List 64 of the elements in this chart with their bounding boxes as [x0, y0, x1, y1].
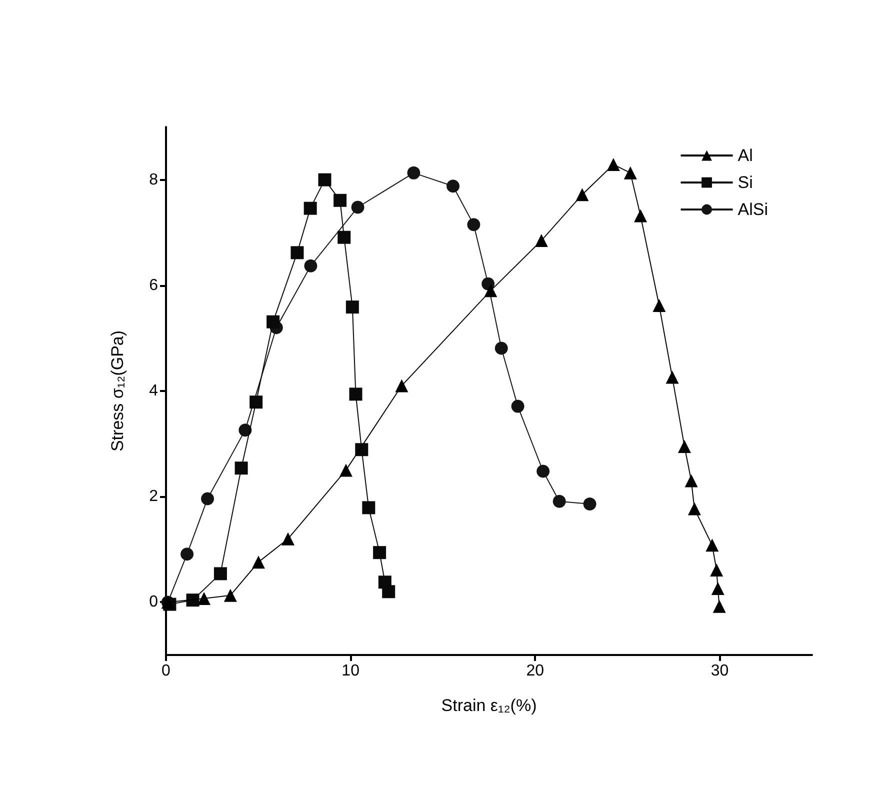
- point: [304, 202, 317, 215]
- x-tick-label: 30: [710, 662, 729, 680]
- point: [266, 315, 280, 328]
- legend-label: Al: [738, 146, 753, 165]
- point: [304, 259, 318, 272]
- point: [201, 492, 214, 506]
- point: [712, 600, 726, 613]
- point: [362, 501, 376, 514]
- point: [346, 300, 359, 314]
- legend-label: Si: [738, 173, 753, 192]
- point: [290, 246, 304, 260]
- point: [634, 209, 648, 222]
- point: [282, 532, 294, 546]
- point: [666, 370, 679, 384]
- point: [710, 563, 724, 576]
- point: [511, 400, 524, 413]
- x-tick-label: 20: [526, 662, 544, 680]
- point: [583, 497, 596, 510]
- point: [349, 388, 362, 401]
- point: [711, 582, 724, 595]
- x-tick-label: 10: [342, 662, 360, 680]
- point: [446, 180, 460, 193]
- point: [484, 284, 498, 298]
- point: [180, 548, 194, 561]
- point: [214, 567, 227, 580]
- y-tick-label: 4: [149, 382, 158, 400]
- point: [706, 538, 719, 552]
- point: [494, 342, 508, 355]
- point: [536, 464, 550, 478]
- x-axis-title: Strain ε₁₂(%): [441, 696, 537, 715]
- point: [252, 556, 265, 569]
- point: [373, 546, 386, 560]
- point: [624, 166, 637, 180]
- y-tick-label: 6: [149, 276, 158, 294]
- point: [338, 230, 351, 244]
- x-tick-label: 0: [162, 662, 171, 680]
- point: [684, 474, 698, 488]
- point: [334, 194, 347, 207]
- y-tick-label: 2: [149, 488, 158, 506]
- point: [238, 424, 252, 437]
- point: [250, 396, 263, 409]
- point: [186, 594, 200, 607]
- point: [198, 592, 211, 606]
- point: [234, 462, 248, 475]
- point: [407, 166, 420, 180]
- point: [652, 298, 666, 312]
- legend-label: AlSi: [738, 200, 768, 219]
- point: [351, 200, 364, 214]
- point: [534, 234, 548, 248]
- point: [224, 588, 237, 602]
- y-axis-title: Stress σ₁₂(GPa): [108, 330, 127, 452]
- point: [606, 158, 620, 171]
- point: [355, 443, 368, 456]
- point: [395, 379, 408, 392]
- point: [318, 173, 332, 186]
- point: [339, 464, 352, 477]
- y-tick-label: 0: [149, 594, 158, 611]
- point: [576, 188, 589, 202]
- point: [688, 502, 701, 516]
- point: [678, 440, 691, 453]
- y-tick-label: 8: [149, 171, 158, 188]
- point: [552, 494, 566, 508]
- point: [382, 585, 396, 598]
- point: [467, 218, 480, 232]
